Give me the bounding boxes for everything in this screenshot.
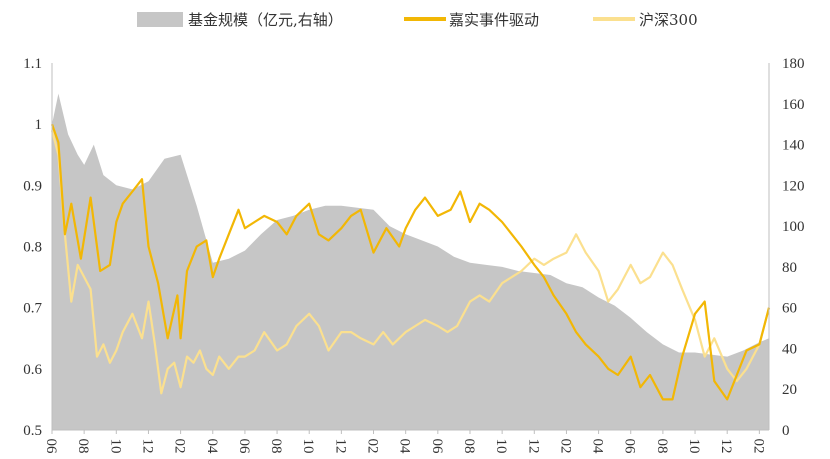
right-tick-label-6: 120 [782,178,805,194]
right-tick-label-1: 20 [782,382,797,398]
legend-swatch-fund-size [137,12,183,27]
x-tick-label-1: 08 [75,439,91,454]
x-tick-label-9: 12 [332,439,348,454]
x-tick-label-14: 10 [493,439,509,454]
x-tick-label-22: 02 [750,439,766,454]
x-tick-label-20: 10 [686,439,702,454]
x-tick-label-10: 02 [365,439,381,454]
x-tick-label-8: 10 [300,439,316,454]
left-axis-ticks: 0.5 0.6 0.7 0.8 0.9 1 1.1 [23,56,42,439]
right-tick-label-0: 0 [782,423,790,439]
x-tick-label-3: 12 [140,439,156,454]
x-tick-label-6: 06 [236,439,252,455]
x-tick-label-12: 06 [429,439,445,455]
legend-label-fund-size: 基金规模（亿元,右轴） [188,11,343,29]
left-tick-label-1: 0.6 [23,362,42,378]
left-tick-label-0: 0.5 [23,423,42,439]
x-tick-label-4: 02 [172,439,188,454]
event-driven-line [50,123,771,401]
x-tick-label-17: 04 [590,439,606,455]
fund-size-area [52,93,769,430]
left-tick-label-5: 1 [35,117,43,133]
legend-label-hs300: 沪深300 [639,11,698,29]
x-tick-label-7: 08 [268,439,284,454]
x-axis-ticks: 06 08 10 12 02 04 06 08 10 12 02 04 06 08 10 12 02 04 06 08… [43,430,766,454]
x-tick-label-21: 12 [718,439,734,454]
right-tick-label-9: 180 [782,56,805,72]
right-tick-label-5: 100 [782,219,805,235]
right-tick-label-8: 160 [782,97,805,113]
x-tick-label-11: 04 [397,439,413,455]
legend-label-event-driven: 嘉实事件驱动 [449,11,539,29]
x-tick-label-15: 12 [525,439,541,454]
left-tick-label-6: 1.1 [23,56,42,72]
left-tick-label-4: 0.9 [23,178,42,194]
left-tick-label-2: 0.7 [23,301,42,317]
right-tick-label-2: 40 [782,341,797,357]
x-tick-label-5: 04 [204,439,220,455]
right-tick-label-4: 80 [782,260,797,276]
x-tick-label-2: 10 [107,439,123,454]
axes: 0.50.60.70.80.911.1 02040608010012014016… [23,56,804,454]
x-tick-label-16: 02 [557,439,573,454]
left-tick-label-3: 0.8 [23,240,42,256]
x-tick-label-13: 08 [461,439,477,454]
x-tick-label-19: 08 [654,439,670,454]
plot-area [50,93,771,430]
right-tick-label-7: 140 [782,138,805,154]
hs300-line [50,130,771,395]
right-tick-label-3: 60 [782,301,797,317]
right-axis-ticks: 0 20 40 60 80 100 120 140 160 180 [782,56,805,439]
legend: 基金规模（亿元,右轴） 嘉实事件驱动 沪深300 [137,11,698,29]
x-tick-label-0: 06 [43,439,59,455]
x-tick-label-18: 06 [622,439,638,455]
